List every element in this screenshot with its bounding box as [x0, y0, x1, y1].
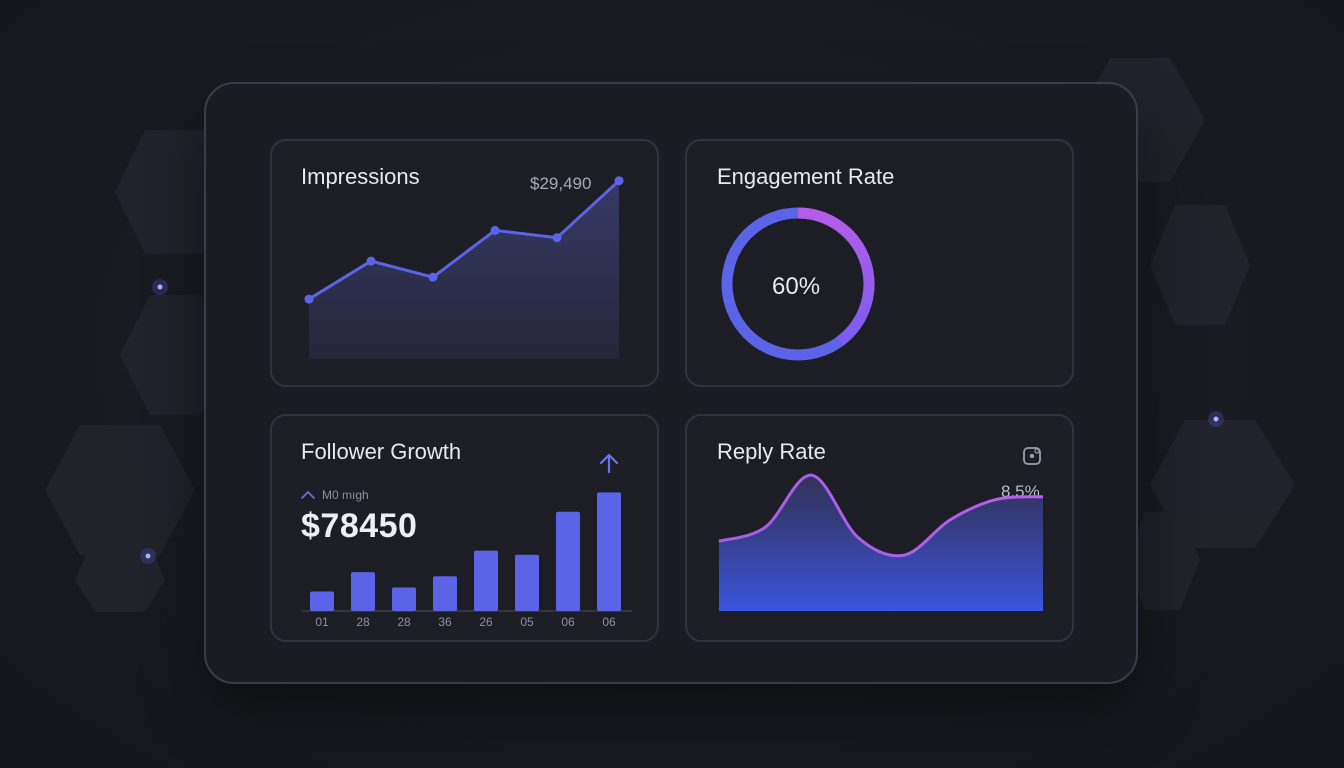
x-tick-label: 01: [315, 615, 329, 629]
engagement-percent: 60%: [772, 273, 821, 300]
engagement-card[interactable]: Engagement Rate 60%: [685, 139, 1074, 387]
follower-bar: [597, 492, 621, 611]
reply-title: Reply Rate: [717, 439, 826, 464]
follower-value: $78450: [301, 507, 418, 545]
follower-title: Follower Growth: [301, 439, 462, 464]
follower-bar-chart: [302, 492, 632, 612]
impressions-value: $29,490: [530, 174, 592, 193]
expand-icon[interactable]: [1022, 446, 1042, 466]
donut-highlight-arc: [797, 207, 875, 346]
engagement-donut-chart: [721, 207, 875, 361]
x-tick-label: 28: [397, 615, 411, 629]
follower-bar: [310, 591, 334, 611]
hexagon-shape: [1150, 420, 1295, 548]
impressions-point: [614, 176, 624, 186]
follower-bar: [556, 511, 580, 611]
impressions-card[interactable]: Impressions $29,490: [270, 139, 659, 387]
arrow-up-icon: [599, 453, 619, 474]
chevron-up-icon: [301, 490, 315, 499]
follower-bar: [474, 550, 498, 611]
follower-bar: [515, 554, 539, 611]
hexagon-shape: [45, 425, 195, 555]
hexagon-shape: [1125, 512, 1200, 610]
x-tick-label: 06: [561, 615, 575, 629]
follower-growth-card[interactable]: Follower Growth M0 mıgh $78450 01 28 28 36 2…: [270, 414, 659, 642]
impressions-point: [366, 256, 376, 266]
glow-dot: [145, 553, 151, 559]
follower-bar: [392, 587, 416, 611]
hexagon-shape: [120, 295, 230, 415]
impressions-area: [309, 180, 619, 359]
x-tick-label: 05: [520, 615, 534, 629]
reply-area-chart: [718, 473, 1044, 611]
follower-bar: [351, 572, 375, 611]
x-tick-label: 28: [356, 615, 370, 629]
reply-rate-card[interactable]: Reply Rate 8,5%: [685, 414, 1074, 642]
hexagon-shape: [75, 535, 165, 612]
follower-bar: [433, 576, 457, 611]
glow-dot: [157, 284, 163, 290]
reply-line: [718, 473, 1044, 558]
impressions-point: [428, 272, 438, 282]
x-tick-label: 06: [602, 615, 616, 629]
impressions-chart: [304, 176, 624, 359]
hexagon-shape: [1150, 205, 1250, 325]
impressions-title: Impressions: [301, 164, 420, 189]
x-tick-label: 36: [438, 615, 452, 629]
impressions-point: [304, 294, 314, 304]
impressions-point: [552, 233, 562, 243]
impressions-line: [308, 179, 621, 301]
impressions-point: [490, 225, 500, 235]
follower-note: M0 mıgh: [322, 488, 369, 502]
reply-area: [719, 475, 1043, 611]
engagement-title: Engagement Rate: [717, 164, 895, 189]
x-tick-label: 26: [479, 615, 493, 629]
glow-dot: [1213, 416, 1219, 422]
